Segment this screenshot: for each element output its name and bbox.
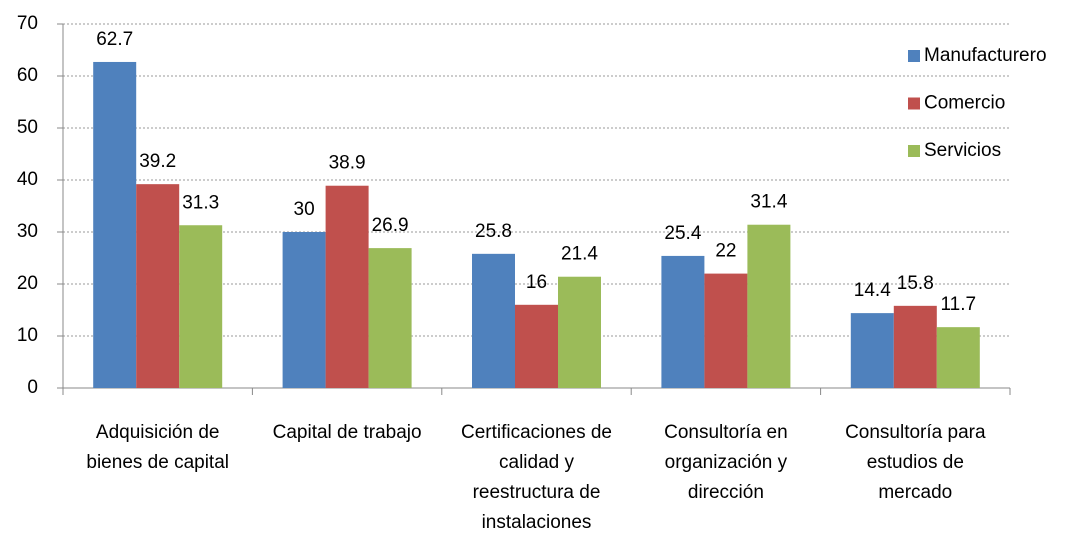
y-tick-label: 20 [17,273,38,294]
data-label: 31.4 [750,192,787,213]
x-tick-label: Consultoría en organización y dirección [664,422,788,503]
bar [936,327,980,388]
x-tick-label: Certificaciones de calidad y reestructura … [461,422,612,533]
x-tick-label: Capital de trabajo [273,422,422,443]
y-tick-label: 0 [27,377,38,398]
bar [93,61,137,389]
data-label: 15.8 [897,273,934,294]
label-line: organización y [665,452,788,473]
data-label: 14.4 [854,280,891,301]
y-tick-label: 30 [17,221,38,242]
legend-swatch [908,145,920,157]
bar [282,232,326,388]
bar [136,184,180,388]
bar [515,304,558,388]
bar [472,253,515,388]
label-line: Certificaciones de [461,422,612,443]
label-line: mercado [878,482,952,503]
bar [368,248,412,388]
data-label: 16 [526,272,547,293]
y-tick-label: 70 [17,13,38,34]
bar [850,313,894,388]
legend-label: Servicios [924,140,1001,161]
bar [661,255,705,388]
label-line: reestructura de [473,482,601,503]
bar [325,185,369,388]
legend-label: Manufacturero [924,45,1047,66]
x-tick-label: Adquisición de bienes de capital [86,422,229,473]
label-line: instalaciones [482,512,592,533]
data-label: 62.7 [96,29,133,50]
bar [704,273,748,388]
label-line: Consultoría para [845,422,986,443]
y-tick-label: 50 [17,117,38,138]
bar [558,276,601,388]
legend-swatch [908,50,920,62]
data-label: 25.8 [475,221,512,242]
label-line: dirección [688,482,764,503]
data-label: 26.9 [372,215,409,236]
label-line: calidad y [499,452,574,473]
y-tick-label: 40 [17,169,38,190]
data-label: 39.2 [139,151,176,172]
data-label: 31.3 [182,192,219,213]
label-line: bienes de capital [86,452,229,473]
legend-swatch [908,97,920,110]
data-label: 11.7 [941,294,977,315]
label-line: Capital de trabajo [273,422,422,443]
label-line: estudios de [867,452,964,473]
x-tick-label: Consultoría para estudios de mercado [845,422,986,503]
label-line: Consultoría en [664,422,788,443]
label-line: Adquisición de [96,422,220,443]
data-label: 25.4 [664,223,701,244]
legend-label: Comercio [924,93,1005,114]
y-tick-label: 10 [17,325,38,346]
data-label: 38.9 [329,153,366,174]
data-label: 30 [294,199,315,220]
y-tick-label: 60 [17,65,38,86]
bar [747,224,791,388]
data-label: 22 [715,241,736,262]
bar [893,305,937,388]
data-label: 21.4 [561,244,598,265]
bar [179,225,223,388]
